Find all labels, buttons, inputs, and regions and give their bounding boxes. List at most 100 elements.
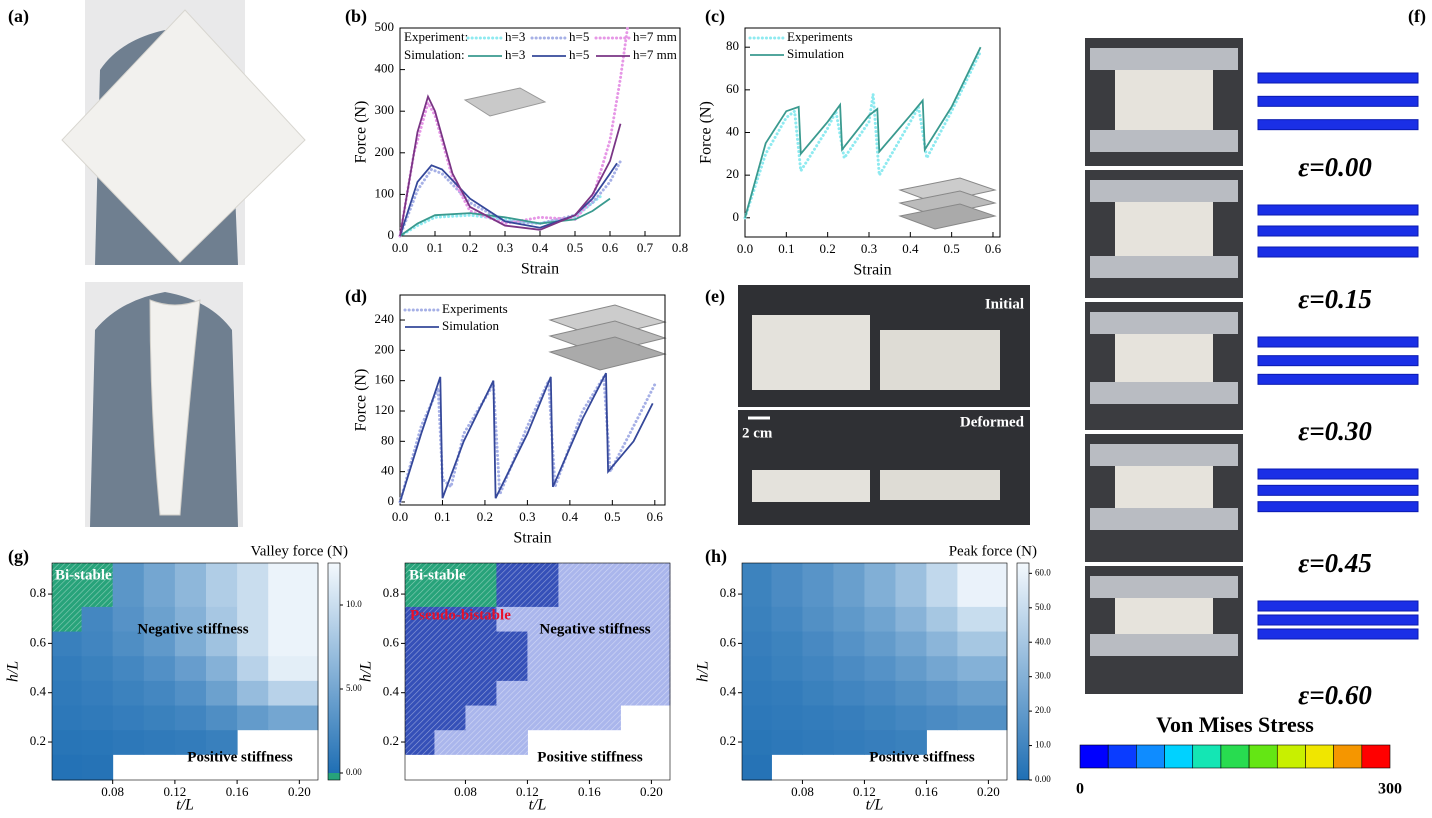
y-axis-label: h/L (358, 661, 375, 682)
colorbar-tick-label: 50.0 (1035, 602, 1051, 612)
heat-cell (82, 680, 114, 705)
fea-layer (1258, 601, 1418, 611)
series-line (400, 377, 655, 502)
x-tick-label: 0.4 (532, 240, 549, 255)
legend-group: Experiment: (404, 29, 468, 44)
heat-cell (144, 705, 176, 730)
hatch (405, 730, 435, 755)
heat-cell (175, 680, 207, 705)
x-tick-label: 0.20 (288, 784, 311, 799)
heat-cell (742, 656, 772, 681)
heat-cell (957, 606, 1007, 631)
colorbar (1017, 563, 1029, 780)
panel-label: (h) (705, 546, 727, 567)
colorbar-title: Peak force (N) (949, 543, 1037, 559)
y-tick-label: 100 (375, 185, 395, 200)
heat-cell (82, 705, 114, 730)
heat-cell (268, 680, 318, 705)
specimen (1115, 334, 1213, 382)
heat-cell (268, 631, 318, 656)
heat-cell (144, 656, 176, 681)
fea-layer (1258, 226, 1418, 236)
x-tick-label: 0.4 (902, 241, 919, 256)
legend-group: Simulation: (404, 47, 465, 62)
hatch (405, 705, 435, 730)
fea-layer (1258, 73, 1418, 83)
x-axis-label: t/L (176, 797, 194, 814)
heat-cell (833, 705, 864, 730)
heat-cell (268, 705, 318, 730)
y-tick-label: 400 (375, 61, 395, 76)
stress-tick-label: 300 (1378, 781, 1402, 798)
x-tick-label: 0.08 (454, 784, 477, 799)
heat-cell (175, 705, 207, 730)
hatch (496, 730, 527, 755)
stress-color (1277, 745, 1305, 768)
stress-color (1080, 745, 1108, 768)
fea-layer (1258, 205, 1418, 215)
hatch (465, 656, 496, 681)
hatch (620, 563, 670, 607)
hatch (558, 656, 589, 681)
y-tick-label: 200 (375, 144, 395, 159)
stress-color (1305, 745, 1333, 768)
panel-label: (a) (8, 6, 29, 27)
heat-cell (52, 730, 82, 755)
heat-cell (237, 656, 269, 681)
heat-cell (113, 680, 145, 705)
colorbar-tick-label: 60.0 (1035, 567, 1051, 577)
plate (1090, 444, 1238, 466)
heat-cell (268, 606, 318, 631)
fea-layer (1258, 629, 1418, 639)
stress-tick-label: 0 (1076, 781, 1084, 798)
scale-label: 2 cm (742, 425, 773, 441)
heat-cell (237, 705, 269, 730)
panel-label: (c) (705, 6, 725, 27)
hatch (434, 656, 465, 681)
panel-label: (d) (345, 286, 367, 307)
y-tick-label: 200 (375, 341, 395, 356)
stress-color (1334, 745, 1362, 768)
fea-layer (1258, 615, 1418, 625)
x-tick-label: 0.1 (778, 241, 794, 256)
legend-label: h=5 (569, 29, 589, 44)
stress-color (1165, 745, 1193, 768)
heat-cell (52, 656, 82, 681)
region-label: Positive stiffness (537, 749, 643, 765)
heat-cell (206, 705, 238, 730)
y-tick-label: 0 (388, 493, 395, 508)
legend-label: Simulation (442, 318, 500, 333)
hatch (496, 563, 527, 607)
colorbar-tick-label: 0.00 (346, 767, 362, 777)
heat-cell (268, 656, 318, 681)
hatch (405, 631, 435, 656)
heat-cell (771, 563, 802, 607)
heat-cell (742, 606, 772, 631)
heat-cell (833, 656, 864, 681)
heat-cell (864, 563, 895, 607)
hatch (589, 563, 620, 607)
x-tick-label: 0.8 (672, 240, 688, 255)
fea-layer (1258, 485, 1418, 495)
heat-cell (895, 705, 926, 730)
heat-cell (237, 563, 269, 607)
x-tick-label: 0.20 (640, 784, 663, 799)
hatch (496, 656, 527, 681)
x-tick-label: 0.2 (477, 509, 493, 524)
hatch (589, 656, 620, 681)
heat-cell (864, 680, 895, 705)
x-tick-label: 0.2 (462, 240, 478, 255)
strain-label: ε=0.00 (1298, 152, 1372, 182)
x-tick-label: 0.16 (578, 784, 601, 799)
colorbar-title: Valley force (N) (251, 543, 348, 559)
plate (1090, 130, 1238, 152)
x-tick-label: 0.5 (567, 240, 583, 255)
y-tick-label: 120 (375, 402, 395, 417)
y-tick-label: 0.2 (30, 733, 46, 748)
x-tick-label: 0.0 (392, 509, 408, 524)
heat-cell (833, 606, 864, 631)
x-tick-label: 0.7 (637, 240, 654, 255)
heat-cell (82, 754, 114, 780)
series-line (400, 373, 653, 502)
stress-title: Von Mises Stress (1156, 712, 1314, 737)
